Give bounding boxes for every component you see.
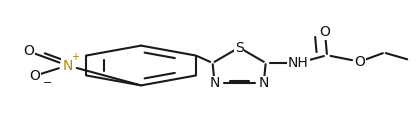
Text: N: N xyxy=(209,77,220,91)
Text: O: O xyxy=(29,69,40,83)
Text: O: O xyxy=(23,44,34,58)
Text: −: − xyxy=(43,78,52,88)
Text: N: N xyxy=(259,77,269,91)
Text: O: O xyxy=(354,55,365,69)
Text: O: O xyxy=(319,25,330,39)
Text: +: + xyxy=(71,51,79,62)
Text: N: N xyxy=(62,59,73,72)
Text: S: S xyxy=(235,40,244,54)
Text: NH: NH xyxy=(288,56,309,70)
